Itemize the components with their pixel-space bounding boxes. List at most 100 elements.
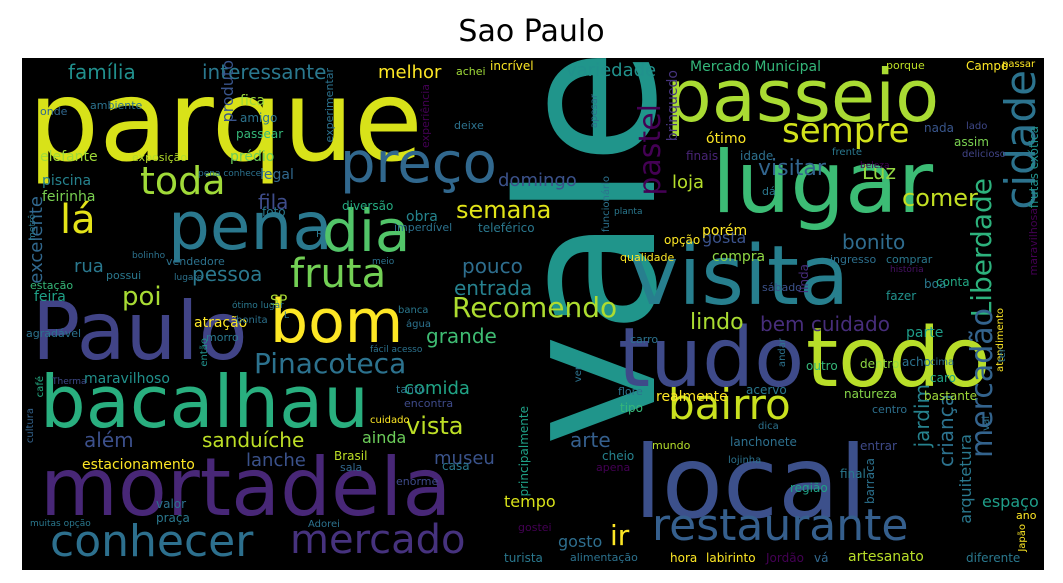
cloud-word: experiência: [419, 84, 432, 148]
cloud-word: feirinha: [42, 189, 96, 205]
cloud-word: outro: [806, 359, 838, 373]
cloud-word: parque: [28, 58, 423, 187]
cloud-word: cultura: [25, 408, 36, 444]
cloud-word: hora: [670, 551, 698, 565]
cloud-word: pena conhecer: [198, 169, 265, 179]
cloud-word: comprar: [886, 253, 933, 266]
cloud-word: turista: [504, 551, 543, 565]
cloud-word: sempre: [782, 111, 910, 151]
cloud-word: barraca: [863, 458, 877, 504]
cloud-word: criança: [934, 394, 958, 467]
cloud-word: alimentação: [570, 551, 638, 564]
cloud-word: enorme: [396, 475, 439, 488]
cloud-word: Paulo: [32, 285, 248, 378]
cloud-word: toda: [140, 159, 226, 203]
cloud-word: passear: [236, 127, 284, 141]
cloud-word: imperdível: [394, 221, 453, 234]
cloud-word: principalmente: [517, 406, 531, 497]
cloud-word: ver: [573, 366, 584, 383]
cloud-word: apesar: [589, 94, 600, 129]
cloud-word: arquitetura: [956, 434, 975, 524]
cloud-word: arte: [570, 428, 611, 452]
cloud-word: frente: [832, 147, 862, 158]
cloud-word: mundo: [652, 439, 691, 452]
cloud-word: casa: [442, 459, 470, 473]
cloud-word: experimentar: [323, 68, 336, 143]
cloud-word: lojinha: [728, 455, 762, 466]
cloud-word: maravilhosa: [1027, 208, 1040, 276]
cloud-word: encontra: [404, 397, 454, 410]
cloud-word: fila: [258, 190, 289, 214]
cloud-word: local: [634, 424, 868, 541]
cloud-word: café: [35, 376, 46, 398]
cloud-word: tudo: [618, 311, 805, 406]
cloud-word: delicioso: [962, 149, 1006, 160]
cloud-word: exposição: [132, 151, 188, 164]
cloud-word: porque: [886, 59, 925, 72]
cloud-word: conta: [936, 275, 970, 289]
cloud-word: teleférico: [478, 221, 535, 235]
cloud-word: pessoa: [192, 262, 263, 286]
cloud-word: brinquedo: [665, 70, 681, 142]
cloud-word: frutas exótica: [1027, 126, 1041, 209]
cloud-word: visita: [630, 229, 850, 324]
cloud-word: então: [199, 338, 210, 367]
cloud-word: Therma: [52, 377, 87, 387]
cloud-word: preço: [340, 131, 497, 196]
cloud-word: labirinto: [706, 551, 756, 565]
cloud-word: comer: [902, 184, 978, 212]
cloud-word: idade: [740, 149, 774, 163]
cloud-word: variedade: [566, 60, 657, 81]
cloud-word: assim: [954, 135, 989, 149]
cloud-word: vendedore: [166, 255, 225, 268]
cloud-word: Adorei: [308, 519, 340, 530]
cloud-word: lanche: [246, 450, 306, 471]
cloud-word: água: [406, 319, 431, 330]
cloud-word: domingo: [498, 170, 577, 191]
cloud-word: Brasil: [334, 449, 368, 463]
cloud-word: L: [284, 311, 290, 321]
cloud-word: dá: [762, 185, 776, 198]
cloud-word: SP: [270, 293, 288, 309]
cloud-word: Jordão: [766, 551, 804, 565]
cloud-word: entrar: [860, 439, 897, 453]
cloud-word: Campo: [966, 59, 1009, 73]
cloud-word: gostei: [518, 521, 552, 534]
cloud-word: cima: [930, 357, 955, 368]
cloud-word: Japão: [1017, 524, 1028, 552]
cloud-word: andar: [777, 338, 788, 368]
cloud-word: natureza: [844, 387, 897, 401]
cloud-word: muitas opção: [30, 519, 91, 529]
cloud-word: fácil acesso: [370, 345, 423, 355]
chart-title: Sao Paulo: [458, 14, 605, 49]
cloud-word: ótimo: [706, 131, 747, 147]
cloud-word: Luz: [862, 160, 896, 184]
cloud-word: centro: [872, 403, 908, 416]
cloud-word: história: [890, 265, 924, 275]
cloud-word: lá: [60, 197, 96, 243]
cloud-word: amigo: [240, 111, 278, 125]
cloud-word: bolinho: [132, 251, 166, 261]
cloud-word: tanto: [396, 383, 426, 396]
cloud-word: museu: [434, 448, 495, 469]
cloud-word: R: [316, 229, 323, 240]
cloud-word: legal: [260, 167, 294, 183]
cloud-word: final: [840, 467, 866, 481]
cloud-word: bom: [270, 287, 404, 357]
cloud-word: mercado: [290, 517, 466, 563]
cloud-word: artesanato: [848, 549, 924, 565]
cloud-word: praça: [156, 511, 190, 525]
cloud-word: visitar: [758, 156, 826, 181]
cloud-word: lado: [966, 121, 988, 132]
cloud-word: dentro: [860, 357, 900, 371]
cloud-word: dica: [758, 421, 779, 432]
cloud-word: atendimento: [995, 308, 1006, 372]
cloud-word: passar: [1002, 59, 1036, 70]
cloud-word: foto: [262, 205, 286, 219]
cloud-word: qualidade: [620, 251, 675, 264]
cloud-word: pouco: [462, 254, 523, 278]
cloud-word: maravilhoso: [84, 371, 170, 387]
cloud-word: conhecer: [50, 516, 254, 567]
cloud-word: lugar: [712, 133, 934, 233]
cloud-word: vai: [981, 416, 992, 431]
